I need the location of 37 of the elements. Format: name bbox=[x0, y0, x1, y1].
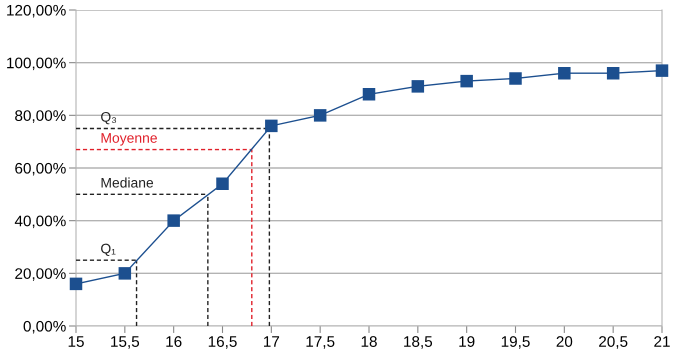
y-tick-label: 120,00% bbox=[7, 4, 66, 18]
y-tick-label: 20,00% bbox=[15, 268, 66, 281]
x-tick-label: 17,5 bbox=[306, 336, 334, 349]
x-tick-label: 16,5 bbox=[208, 336, 237, 349]
x-tick-label: 19,5 bbox=[502, 336, 530, 349]
ref-line-label: Moyenne bbox=[102, 133, 157, 146]
y-tick-label: 40,00% bbox=[14, 216, 66, 228]
y-tick-label: 0,00% bbox=[24, 320, 66, 334]
x-tick-label: 20,5 bbox=[599, 336, 628, 349]
point bbox=[118, 267, 132, 280]
point bbox=[167, 214, 180, 227]
point bbox=[412, 80, 424, 93]
ref-line-label: Q₃ bbox=[101, 112, 116, 124]
y-tick-label: 60,00% bbox=[15, 162, 66, 176]
x-tick-label: 20 bbox=[556, 336, 572, 347]
ref-line-label: Q₁ bbox=[101, 244, 116, 256]
point bbox=[362, 88, 376, 101]
y-tick-label: 80,00% bbox=[15, 110, 66, 123]
x-tick-label: 15,5 bbox=[111, 336, 140, 349]
y-tick-label: 100,00% bbox=[7, 58, 66, 70]
x-tick-label: 18,5 bbox=[404, 336, 432, 349]
ref-line-label: Mediane bbox=[102, 177, 154, 188]
point bbox=[70, 278, 82, 290]
x-tick-label: 21 bbox=[654, 336, 670, 347]
point bbox=[606, 66, 620, 80]
x-tick-label: 15 bbox=[68, 336, 84, 347]
x-tick-label: 19 bbox=[459, 336, 474, 347]
point bbox=[314, 109, 326, 122]
point bbox=[216, 178, 229, 190]
x-tick-label: 16 bbox=[166, 336, 182, 347]
point bbox=[265, 120, 278, 132]
point bbox=[656, 64, 668, 77]
point bbox=[460, 74, 473, 88]
point bbox=[509, 72, 522, 85]
x-tick-label: 18 bbox=[362, 336, 377, 347]
x-tick-label: 17 bbox=[264, 336, 280, 347]
point bbox=[558, 66, 571, 80]
